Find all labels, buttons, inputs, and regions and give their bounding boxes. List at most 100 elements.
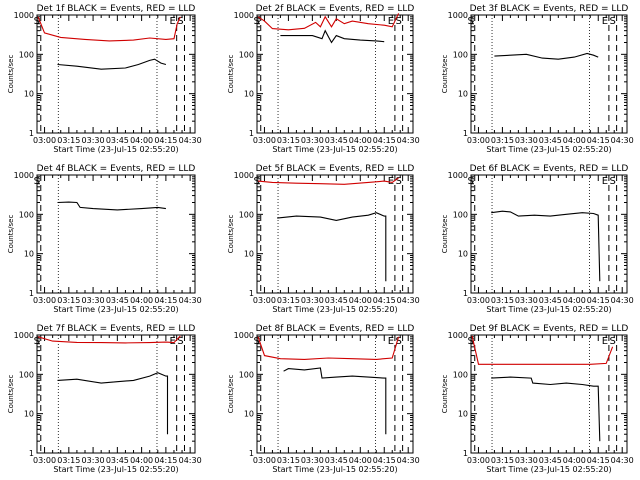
x-tick-label: 04:00	[563, 456, 586, 465]
x-tick-label: 04:30	[611, 456, 634, 465]
plot-frame	[470, 174, 628, 294]
x-tick-label: 04:00	[563, 136, 586, 145]
plot-frame	[36, 334, 196, 454]
y-axis-label: Counts/sec	[441, 375, 449, 414]
panel-title: Det 1f BLACK = Events, RED = LLD	[37, 4, 196, 14]
series-lld-line	[257, 13, 400, 31]
y-tick-label: 10	[24, 90, 34, 99]
series-events-line	[491, 210, 601, 282]
y-axis-label: Counts/sec	[227, 215, 235, 254]
series-events-line	[57, 372, 169, 435]
plot-frame	[256, 14, 414, 134]
marker-label: S	[34, 16, 40, 27]
x-tick-label: 03:15	[277, 296, 300, 305]
x-axis-label: Start Time (23-Jul-15 02:55:20)	[53, 465, 178, 474]
x-tick-label: 04:00	[349, 456, 372, 465]
y-tick-label: 1000	[14, 331, 34, 340]
y-tick-label: 1000	[234, 11, 254, 20]
plot-frame	[256, 174, 414, 294]
x-tick-label: 03:00	[253, 136, 276, 145]
panel-title: Det 6f BLACK = Events, RED = LLD	[470, 164, 629, 174]
x-tick-label: 04:15	[154, 456, 177, 465]
x-tick-label: 04:15	[373, 296, 396, 305]
y-axis-label: Counts/sec	[441, 215, 449, 254]
x-tick-label: 03:15	[277, 456, 300, 465]
plot-frame	[36, 14, 196, 134]
x-tick-label: 03:15	[491, 296, 514, 305]
x-tick-label: 03:30	[515, 296, 538, 305]
y-axis-label: Counts/sec	[7, 375, 15, 414]
y-tick-label: 100	[239, 50, 254, 59]
marker-label: E	[170, 16, 176, 27]
series-lld-line	[37, 335, 181, 344]
x-tick-label: 03:30	[301, 136, 324, 145]
y-tick-label: 100	[453, 50, 468, 59]
x-axis-label: Start Time (23-Jul-15 02:55:20)	[272, 465, 397, 474]
x-tick-label: 04:15	[587, 456, 610, 465]
y-tick-label: 10	[24, 410, 34, 419]
y-tick-label: 10	[244, 90, 254, 99]
x-tick-label: 04:00	[130, 456, 153, 465]
y-tick-label: 100	[19, 370, 34, 379]
x-tick-label: 03:30	[515, 456, 538, 465]
y-tick-label: 100	[19, 210, 34, 219]
series-lld-line	[471, 335, 614, 365]
marker-label: S	[177, 336, 183, 347]
x-tick-label: 03:00	[33, 136, 56, 145]
detector-panel-4: Det 4f BLACK = Events, RED = LLD 1 10 100 10…	[7, 164, 202, 314]
detector-panel-3: Det 3f BLACK = Events, RED = LLD 1 10 100 10…	[441, 4, 634, 154]
y-tick-label: 10	[244, 410, 254, 419]
panel-title: Det 4f BLACK = Events, RED = LLD	[37, 164, 196, 174]
panel-title: Det 2f BLACK = Events, RED = LLD	[256, 4, 415, 14]
plot-frame	[36, 174, 196, 294]
series-lld-line	[257, 336, 400, 360]
x-tick-label: 03:45	[325, 456, 348, 465]
y-axis-label: Counts/sec	[7, 215, 15, 254]
y-tick-label: 10	[458, 410, 468, 419]
marker-label: S	[34, 336, 40, 347]
y-axis-label: Counts/sec	[227, 55, 235, 94]
x-tick-label: 03:30	[82, 136, 105, 145]
panel-title: Det 9f BLACK = Events, RED = LLD	[470, 324, 629, 334]
y-tick-label: 1	[249, 449, 254, 458]
detector-panel-6: Det 6f BLACK = Events, RED = LLD 1 10 100 10…	[441, 164, 634, 314]
y-tick-label: 1000	[14, 171, 34, 180]
x-tick-label: 04:15	[587, 136, 610, 145]
x-tick-label: 03:30	[515, 136, 538, 145]
x-tick-label: 03:15	[57, 456, 80, 465]
x-axis-label: Start Time (23-Jul-15 02:55:20)	[53, 305, 178, 314]
y-tick-label: 1	[249, 289, 254, 298]
x-tick-label: 03:30	[82, 456, 105, 465]
y-tick-label: 1	[29, 449, 34, 458]
series-lld-line	[37, 16, 181, 42]
series-events-line	[494, 52, 599, 60]
y-tick-label: 1	[29, 289, 34, 298]
y-tick-label: 100	[453, 370, 468, 379]
x-tick-label: 03:00	[253, 296, 276, 305]
x-tick-label: 03:15	[491, 456, 514, 465]
marker-label: E	[388, 176, 394, 187]
x-tick-label: 04:30	[179, 296, 202, 305]
x-tick-label: 03:30	[82, 296, 105, 305]
y-tick-label: 1000	[14, 11, 34, 20]
marker-label: E	[388, 336, 394, 347]
x-tick-label: 03:00	[467, 136, 490, 145]
x-tick-label: 04:15	[587, 296, 610, 305]
marker-label: S	[34, 176, 40, 187]
y-tick-label: 1000	[234, 331, 254, 340]
x-tick-label: 04:30	[397, 456, 420, 465]
y-tick-label: 1000	[448, 331, 468, 340]
panel-title: Det 8f BLACK = Events, RED = LLD	[256, 324, 415, 334]
x-tick-label: 03:45	[539, 296, 562, 305]
x-tick-label: 04:30	[179, 136, 202, 145]
marker-label: S	[395, 16, 401, 27]
x-tick-label: 03:45	[539, 136, 562, 145]
y-tick-label: 1	[463, 129, 468, 138]
x-tick-label: 03:00	[33, 456, 56, 465]
detector-panel-2: Det 2f BLACK = Events, RED = LLD 1 10 100 10…	[227, 4, 420, 154]
y-tick-label: 10	[24, 250, 34, 259]
x-tick-label: 04:15	[154, 136, 177, 145]
x-tick-label: 03:15	[57, 296, 80, 305]
x-tick-label: 03:45	[539, 456, 562, 465]
